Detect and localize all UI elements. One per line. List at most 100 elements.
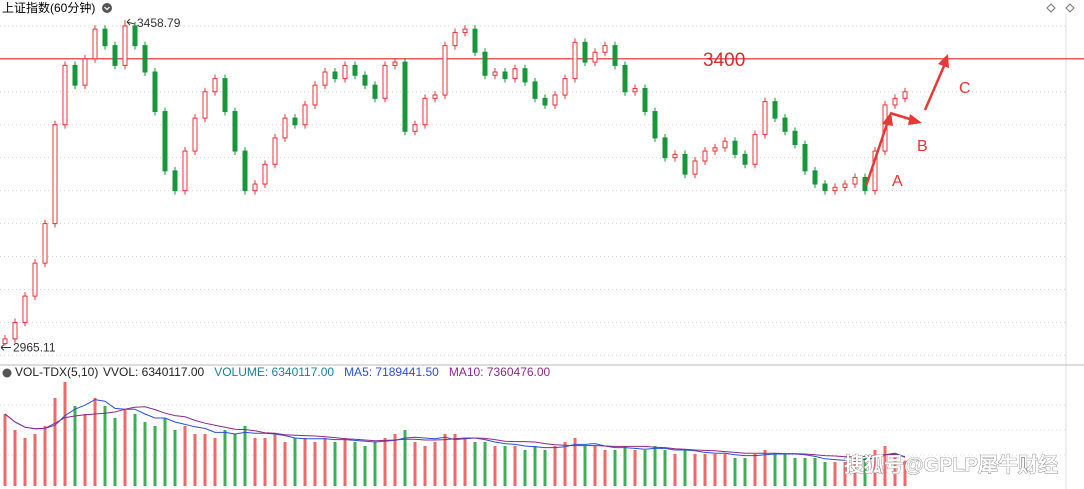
candle-body: [752, 134, 758, 165]
volume-bar: [523, 450, 527, 486]
candle-body: [92, 28, 98, 60]
candle-body: [592, 51, 598, 63]
candle-body: [62, 64, 68, 126]
volume-bar: [113, 418, 117, 486]
arrow-head: [908, 114, 922, 125]
volume-bar: [773, 454, 777, 486]
volume-bar: [663, 450, 667, 486]
menu-icon[interactable]: [102, 3, 112, 13]
volume-bar: [573, 438, 577, 486]
candle-body: [832, 186, 838, 192]
candle-body: [852, 176, 858, 185]
volume-bar: [743, 458, 747, 486]
candle-body: [602, 45, 608, 53]
volume-bar: [833, 462, 837, 486]
volume-bar: [283, 442, 287, 486]
candle-body: [372, 84, 378, 99]
candle-body: [722, 140, 728, 149]
volume-bar: [853, 458, 857, 486]
volume-bar: [123, 410, 127, 486]
candle-body: [182, 150, 188, 192]
volume-bar: [613, 450, 617, 486]
candle-body: [612, 45, 618, 66]
volume-bar: [543, 450, 547, 486]
candle-body: [572, 41, 578, 80]
legend-entry: MA5: 7189441.50: [344, 365, 439, 379]
candle-body: [382, 64, 388, 99]
diamond-icon[interactable]: [1065, 3, 1075, 13]
volume-bar: [243, 426, 247, 486]
candle-body: [392, 61, 398, 66]
candle-body: [452, 31, 458, 47]
candle-body: [102, 28, 108, 47]
volume-bar: [33, 434, 37, 486]
arrow-c: [923, 65, 946, 111]
candle-body: [532, 81, 538, 99]
volume-bar: [253, 438, 257, 486]
volume-bar: [813, 458, 817, 486]
candle-body: [362, 74, 368, 86]
candle-body: [822, 183, 828, 192]
candle-body: [72, 64, 78, 86]
volume-bar: [103, 406, 107, 486]
candle-body: [12, 321, 18, 340]
volume-bar: [753, 454, 757, 486]
volume-bar: [703, 454, 707, 486]
candle-body: [712, 147, 718, 152]
volume-bar: [783, 454, 787, 486]
volume-bar: [563, 442, 567, 486]
volume-bar: [153, 426, 157, 486]
extreme-pointer: [0, 344, 11, 351]
candle-body: [172, 170, 178, 192]
volume-bar: [633, 450, 637, 486]
candle-body: [222, 78, 228, 113]
volume-bar: [653, 446, 657, 486]
watermark: 搜狐号@GPLP犀牛财经: [844, 452, 1058, 476]
candle-body: [242, 150, 248, 192]
candle-body: [542, 97, 548, 106]
candle-body: [292, 117, 298, 126]
volume-bar: [23, 438, 27, 486]
candle-body: [112, 45, 118, 66]
volume-bar: [803, 458, 807, 486]
volume-bar: [353, 442, 357, 486]
volume-bar: [443, 434, 447, 486]
candle-body: [2, 338, 8, 345]
candle-body: [142, 45, 148, 73]
volume-bar: [83, 414, 87, 486]
candle-body: [312, 84, 318, 106]
candle-body: [902, 91, 908, 99]
volume-bar: [513, 446, 517, 486]
candle-body: [632, 87, 638, 93]
candle-body: [82, 58, 88, 86]
diamond-icon[interactable]: [1046, 3, 1056, 13]
candle-body: [662, 137, 668, 159]
volume-bar: [43, 426, 47, 486]
candle-body: [332, 71, 338, 80]
volume-bar: [593, 446, 597, 486]
arrow-head: [882, 112, 893, 126]
volume-bar: [263, 438, 267, 486]
volume-bar: [583, 446, 587, 486]
candle-body: [842, 183, 848, 188]
volume-bar: [63, 382, 67, 486]
candle-body: [52, 124, 58, 225]
candle-body: [442, 45, 448, 96]
legend-entry: VVOL: 6340117.00: [103, 365, 205, 379]
extreme-pointer: [126, 18, 136, 26]
wave-label: B: [917, 138, 928, 155]
wave-label: C: [959, 80, 971, 97]
volume-bar: [213, 438, 217, 486]
candle-body: [152, 71, 158, 113]
volume-bar: [303, 438, 307, 486]
candle-body: [22, 295, 28, 323]
candle-body: [892, 97, 898, 106]
volume-bar: [233, 434, 237, 486]
ma10-line: [4, 406, 906, 458]
volume-bar: [423, 446, 427, 486]
volume-bar: [133, 414, 137, 486]
volume-bar: [673, 454, 677, 486]
candle-body: [762, 101, 768, 136]
volume-bar: [763, 450, 767, 486]
